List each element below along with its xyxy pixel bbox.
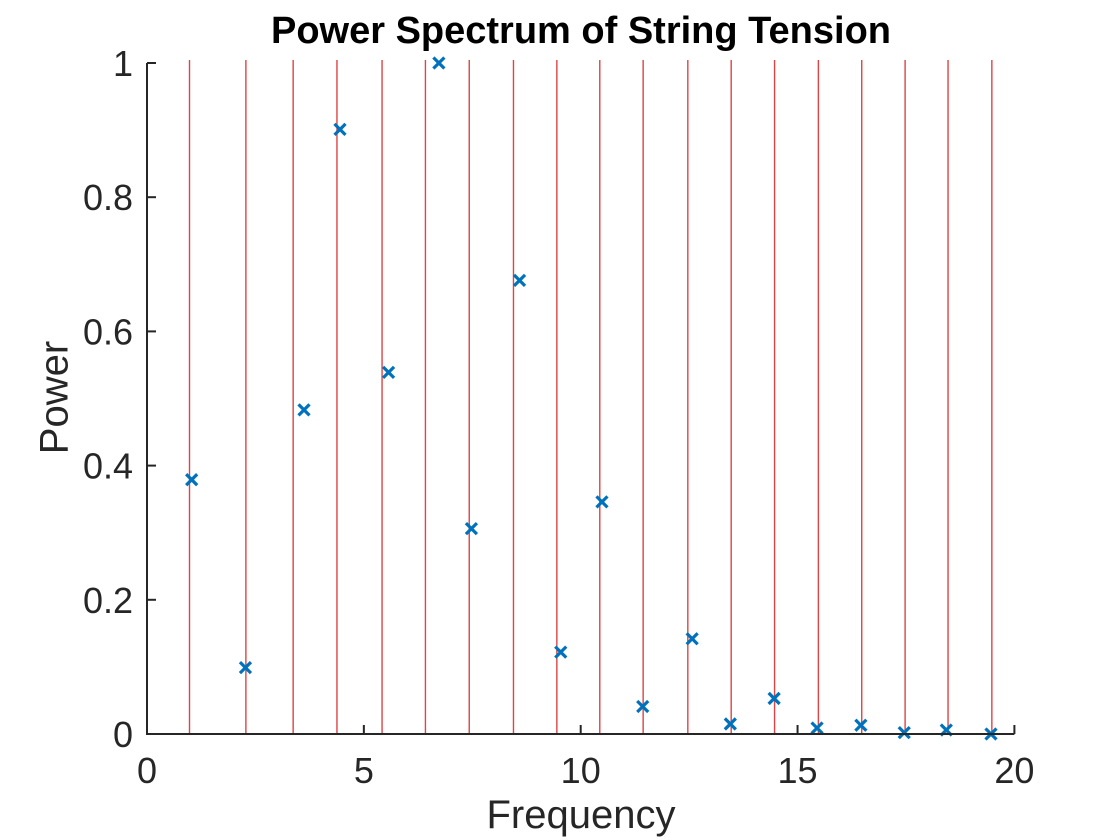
x-tick-label: 20 bbox=[994, 750, 1034, 791]
data-point-marker bbox=[185, 473, 199, 487]
data-point-marker bbox=[333, 122, 347, 137]
data-point-marker bbox=[464, 522, 479, 536]
y-tick-label: 1 bbox=[113, 43, 133, 84]
data-point-marker bbox=[432, 56, 446, 70]
y-tick-label: 0 bbox=[113, 714, 133, 755]
data-point-marker bbox=[381, 365, 396, 379]
data-point-marker bbox=[297, 403, 311, 417]
data-point-marker bbox=[595, 495, 609, 509]
axis-lines bbox=[146, 63, 1015, 735]
x-tick-label: 15 bbox=[778, 750, 818, 791]
y-axis-label: Power bbox=[32, 340, 77, 455]
y-tick-label: 0.8 bbox=[83, 177, 133, 218]
x-axis-label: Frequency bbox=[486, 793, 676, 837]
y-tick-label: 0.4 bbox=[83, 446, 133, 487]
x-tick-label: 0 bbox=[137, 750, 157, 791]
chart-title: Power Spectrum of String Tension bbox=[270, 10, 892, 52]
data-point-marker bbox=[685, 632, 699, 646]
y-tick-label: 0.6 bbox=[83, 311, 133, 352]
x-tick-label: 10 bbox=[561, 750, 601, 791]
data-point-marker bbox=[810, 721, 824, 735]
data-point-marker bbox=[636, 699, 650, 714]
data-point-marker bbox=[512, 273, 527, 288]
data-point-marker bbox=[554, 645, 568, 659]
data-point-marker bbox=[723, 717, 737, 731]
data-point-marker bbox=[854, 718, 868, 732]
y-tick-label: 0.2 bbox=[83, 580, 133, 621]
data-point-marker bbox=[897, 726, 911, 740]
x-tick-label: 5 bbox=[354, 750, 374, 791]
data-point-marker bbox=[238, 660, 253, 675]
data-point-marker bbox=[767, 691, 781, 706]
